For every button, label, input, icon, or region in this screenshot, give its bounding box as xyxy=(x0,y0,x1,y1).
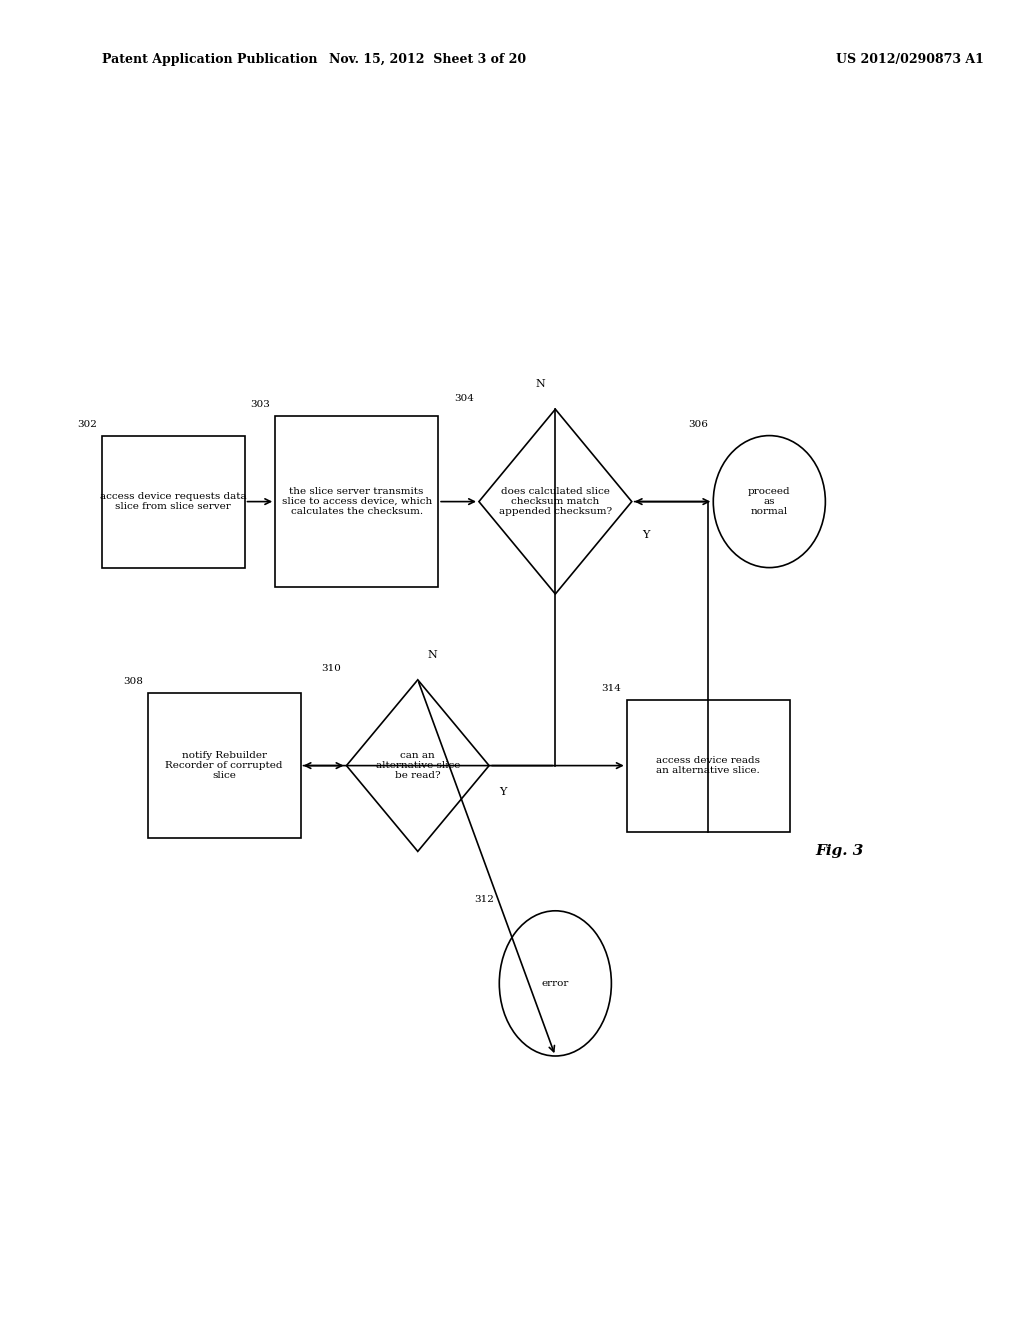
Text: 310: 310 xyxy=(322,664,341,673)
Text: 314: 314 xyxy=(602,684,622,693)
FancyBboxPatch shape xyxy=(147,693,301,838)
Text: 304: 304 xyxy=(454,393,474,403)
Text: 306: 306 xyxy=(688,420,709,429)
Ellipse shape xyxy=(714,436,825,568)
Text: error: error xyxy=(542,979,569,987)
FancyBboxPatch shape xyxy=(627,700,790,832)
Text: proceed
as
normal: proceed as normal xyxy=(748,487,791,516)
FancyBboxPatch shape xyxy=(102,436,245,568)
Text: 302: 302 xyxy=(77,420,97,429)
Polygon shape xyxy=(346,680,489,851)
Text: N: N xyxy=(536,379,545,389)
Text: Y: Y xyxy=(500,787,507,797)
Text: access device reads
an alternative slice.: access device reads an alternative slice… xyxy=(656,756,760,775)
Text: Fig. 3: Fig. 3 xyxy=(815,845,863,858)
Polygon shape xyxy=(479,409,632,594)
Text: 308: 308 xyxy=(123,677,142,686)
Text: the slice server transmits
slice to access device, which
calculates the checksum: the slice server transmits slice to acce… xyxy=(282,487,432,516)
FancyBboxPatch shape xyxy=(275,416,438,587)
Text: N: N xyxy=(428,649,437,660)
Text: Nov. 15, 2012  Sheet 3 of 20: Nov. 15, 2012 Sheet 3 of 20 xyxy=(330,53,526,66)
Text: 312: 312 xyxy=(474,895,495,904)
Text: Patent Application Publication: Patent Application Publication xyxy=(102,53,317,66)
Text: 303: 303 xyxy=(250,400,270,409)
Text: notify Rebuilder
Recorder of corrupted
slice: notify Rebuilder Recorder of corrupted s… xyxy=(166,751,283,780)
Text: US 2012/0290873 A1: US 2012/0290873 A1 xyxy=(836,53,983,66)
Text: access device requests data
slice from slice server: access device requests data slice from s… xyxy=(100,492,247,511)
Text: Y: Y xyxy=(642,529,649,540)
Ellipse shape xyxy=(500,911,611,1056)
Text: can an
alternative slice
be read?: can an alternative slice be read? xyxy=(376,751,460,780)
Text: does calculated slice
checksum match
appended checksum?: does calculated slice checksum match app… xyxy=(499,487,612,516)
